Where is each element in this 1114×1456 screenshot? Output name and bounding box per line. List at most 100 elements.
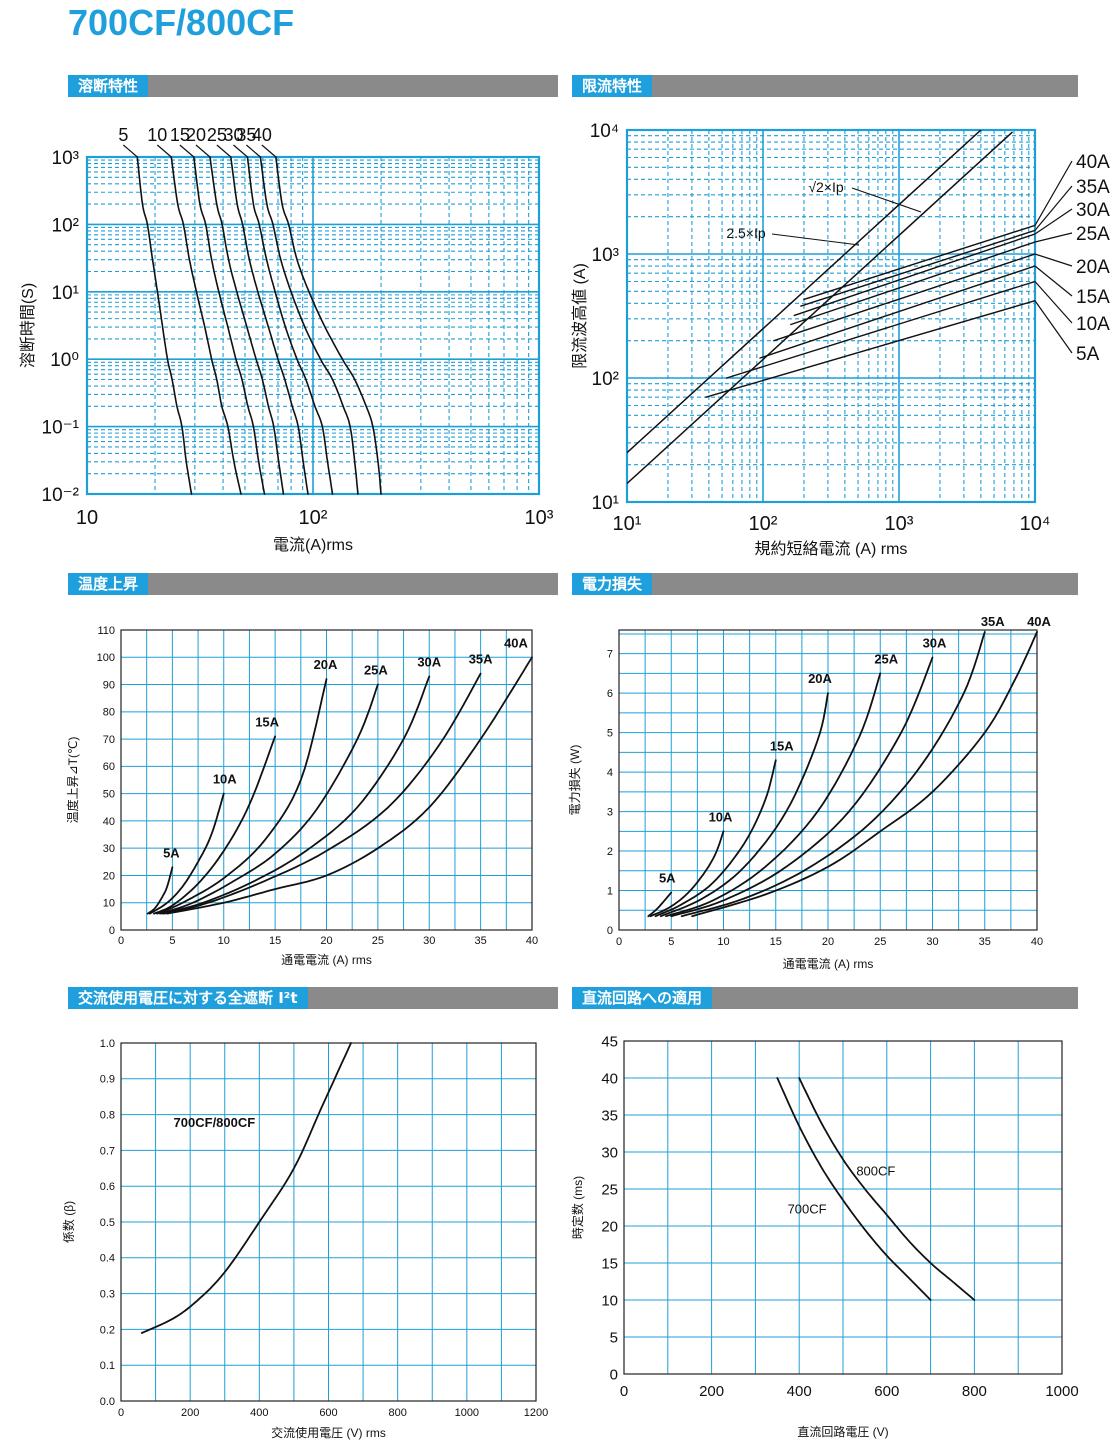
melting-label-leader <box>216 144 232 158</box>
melting-ytick-label: 10¹ <box>52 283 79 304</box>
limiting-legend-20A: 20A <box>1076 257 1110 278</box>
power-xtick-label: 15 <box>770 936 782 948</box>
i2t-curve-label: 700CF/800CF <box>174 1115 256 1130</box>
power-xtick-label: 5 <box>668 936 674 948</box>
i2t-ytick-label: 0.7 <box>100 1145 115 1157</box>
i2t-ytick-label: 0.2 <box>100 1324 115 1336</box>
limiting-line-30A <box>793 233 1035 317</box>
melting-curve-label-30: 30 <box>223 125 243 145</box>
dc-ytick-label: 30 <box>601 1144 618 1161</box>
i2t-ylabel: 係数 (β) <box>61 1201 76 1243</box>
power-curve-5a <box>647 891 673 918</box>
temp-curve-label-25a: 25A <box>364 663 388 678</box>
melting-xtick-label: 10 <box>76 507 98 529</box>
power-ytick-label: 7 <box>607 649 613 661</box>
temp-xtick-label: 5 <box>169 935 175 947</box>
limiting-refline-sqrt2 <box>627 131 1013 485</box>
page-title: 700CF/800CF <box>68 2 295 43</box>
chart-temp: 0 5 10 15 20 25 30 35 40 0 10 20 30 40 50 60 70 80 90 100 11… <box>65 625 538 967</box>
limiting-line-35A <box>800 229 1035 307</box>
power-curve-25a <box>665 672 882 918</box>
limiting-legend-leader <box>1034 185 1073 231</box>
temp-ytick-label: 50 <box>103 788 115 800</box>
temp-ytick-label: 30 <box>103 843 115 855</box>
temp-ytick-label: 100 <box>97 652 115 664</box>
melting-label-leader <box>245 144 261 158</box>
dc-xtick-label: 600 <box>874 1383 899 1400</box>
melting-xtick-label: 10³ <box>525 507 554 529</box>
temp-ytick-label: 70 <box>103 734 115 746</box>
dc-frame <box>623 1040 1063 1375</box>
temp-ytick-label: 90 <box>103 679 115 691</box>
temp-xtick-label: 0 <box>118 935 124 947</box>
limiting-xtick-label: 10⁴ <box>1020 513 1051 535</box>
i2t-xlabel: 交流使用電圧 (V) rms <box>271 1425 386 1440</box>
power-curve-label-35a: 35A <box>981 614 1005 629</box>
chart-power: 0 5 10 15 20 25 30 35 40 0 1 2 3 4 5 6 7 通電電流 (A) rms 電力損失… <box>567 614 1052 971</box>
melting-frame <box>85 155 541 496</box>
i2t-ytick-label: 0.3 <box>100 1288 115 1300</box>
section-bar-limiting: 限流特性 <box>572 75 1078 97</box>
power-ytick-label: 0 <box>607 925 613 937</box>
melting-curve-10 <box>170 156 242 495</box>
limiting-ytick-label: 10⁴ <box>590 121 619 142</box>
melting-label-leader <box>261 144 277 158</box>
section-label-dc: 直流回路への適用 <box>572 987 713 1009</box>
dc-ytick-label: 35 <box>601 1107 618 1124</box>
power-ylabel: 電力損失 (W) <box>567 745 582 816</box>
temp-xlabel: 通電電流 (A) rms <box>281 953 372 967</box>
i2t-xtick-label: 400 <box>250 1407 268 1419</box>
dc-ylabel: 時定数 (ms) <box>570 1176 585 1239</box>
temp-frame <box>120 629 533 931</box>
limiting-xlabel: 規約短絡電流 (A) rms <box>755 540 908 558</box>
temp-ylabel: 温度上昇⊿T(℃) <box>65 737 80 824</box>
melting-curve-15 <box>193 156 266 495</box>
i2t-ytick-label: 0.8 <box>100 1109 115 1121</box>
dc-xtick-label: 200 <box>699 1383 724 1400</box>
i2t-xtick-label: 600 <box>319 1407 337 1419</box>
limiting-legend-5A: 5A <box>1076 344 1100 365</box>
power-curve-35a <box>680 631 986 918</box>
limiting-refline-leader <box>771 233 860 246</box>
dc-xlabel: 直流回路電圧 (V) <box>797 1424 888 1439</box>
power-curve-30a <box>670 656 934 918</box>
dc-ytick-label: 20 <box>601 1218 618 1235</box>
melting-ytick-label: 10³ <box>52 148 79 169</box>
melting-label-leader <box>179 144 195 158</box>
power-xtick-label: 0 <box>616 936 622 948</box>
temp-curve-label-5a: 5A <box>163 845 180 860</box>
i2t-ytick-label: 1.0 <box>100 1038 115 1050</box>
temp-curve-label-40a: 40A <box>504 635 528 650</box>
temp-ytick-label: 110 <box>97 625 115 637</box>
limiting-legend-25A: 25A <box>1076 224 1110 245</box>
power-ytick-label: 3 <box>607 806 613 818</box>
melting-ytick-label: 10⁰ <box>50 350 79 371</box>
i2t-ytick-label: 0.0 <box>100 1396 115 1408</box>
temp-curve-5a <box>146 866 174 915</box>
temp-curve-label-20a: 20A <box>314 657 338 672</box>
section-bar-melting: 溶断特性 <box>68 75 558 97</box>
section-bar-power: 電力損失 <box>572 573 1078 595</box>
temp-ytick-label: 10 <box>103 898 115 910</box>
limiting-ylabel: 限流波高値 (A) <box>571 263 589 369</box>
power-ytick-label: 4 <box>607 767 613 779</box>
power-curve-label-25a: 25A <box>874 651 898 666</box>
section-label-i2t: 交流使用電圧に対する全遮断 I²t <box>68 987 308 1009</box>
limiting-legend-40A: 40A <box>1076 152 1110 173</box>
dc-curve-800cf <box>798 1077 976 1301</box>
limiting-xtick-label: 10¹ <box>613 513 642 535</box>
chart-dc: 0 200 400 600 800 1000 0 5 10 15 20 25 30 35 40 45 直流回路電… <box>570 1033 1079 1439</box>
temp-curve-25a <box>159 683 379 915</box>
dc-xtick-label: 400 <box>787 1383 812 1400</box>
melting-curve-label-25: 25 <box>207 125 227 145</box>
limiting-ytick-label: 10¹ <box>592 493 619 514</box>
melting-ytick-label: 10² <box>52 215 79 236</box>
temp-ytick-label: 40 <box>103 816 115 828</box>
limiting-refline-twopointfive <box>627 130 982 454</box>
melting-ytick-label: 10⁻¹ <box>42 418 80 439</box>
melting-label-leader <box>122 144 138 158</box>
temp-curve-15a <box>152 735 277 915</box>
limiting-lines <box>627 130 1035 485</box>
melting-curve-25 <box>230 156 309 495</box>
